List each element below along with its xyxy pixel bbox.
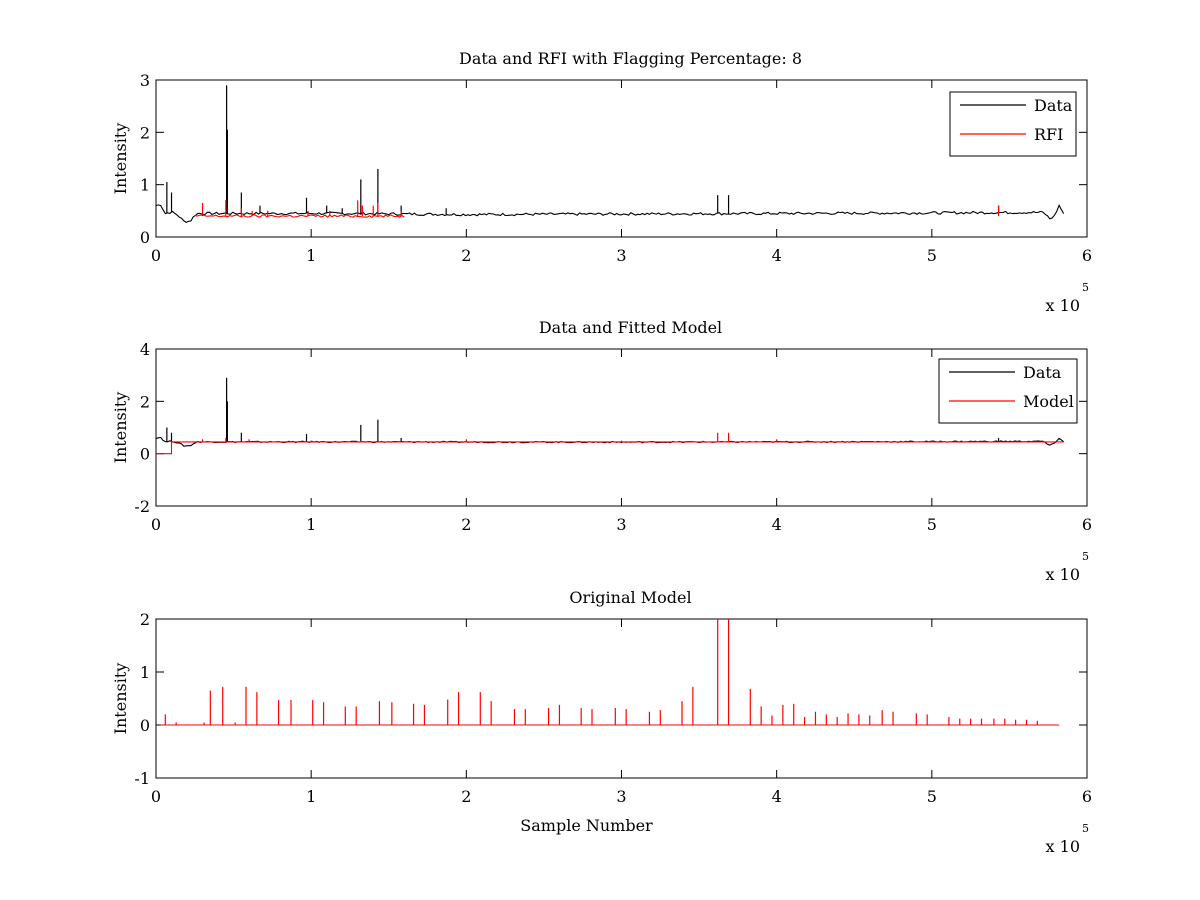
y-tick-label: 1 bbox=[140, 663, 150, 682]
x-tick-label: 2 bbox=[461, 787, 471, 806]
x-tick-label: 4 bbox=[772, 246, 782, 265]
x-tick-label: 5 bbox=[927, 787, 937, 806]
x-tick-label: 3 bbox=[616, 787, 626, 806]
x-tick-label: 1 bbox=[306, 515, 316, 534]
x-tick-label: 3 bbox=[616, 246, 626, 265]
x-tick-label: 0 bbox=[151, 787, 161, 806]
plot-area bbox=[155, 348, 1088, 507]
chart-title: Data and Fitted Model bbox=[539, 318, 722, 337]
x-tick-label: 6 bbox=[1082, 515, 1092, 534]
y-tick-label: 1 bbox=[140, 176, 150, 195]
series-line bbox=[194, 214, 405, 218]
chart-title: Data and RFI with Flagging Percentage: 8 bbox=[459, 49, 802, 68]
y-tick-label: 4 bbox=[140, 340, 150, 359]
x-tick-label: 6 bbox=[1082, 246, 1092, 265]
x-tick-label: 0 bbox=[151, 515, 161, 534]
x-exponent-power: 5 bbox=[1082, 550, 1089, 563]
x-exponent-label: x 10 bbox=[1046, 296, 1080, 315]
plot-area bbox=[155, 79, 1088, 238]
series-rfi bbox=[194, 200, 1000, 218]
y-tick-label: 2 bbox=[140, 123, 150, 142]
legend: Data Model bbox=[938, 358, 1078, 424]
legend-box bbox=[938, 358, 1078, 424]
x-tick-label: 6 bbox=[1082, 787, 1092, 806]
x-tick-label: 5 bbox=[927, 246, 937, 265]
y-tick-label: 2 bbox=[140, 610, 150, 629]
x-exponent-power: 5 bbox=[1082, 281, 1089, 294]
x-tick-label: 1 bbox=[306, 787, 316, 806]
legend-box bbox=[949, 91, 1077, 157]
y-axis-label: Intensity bbox=[111, 392, 130, 464]
x-tick-label: 2 bbox=[461, 515, 471, 534]
series-line bbox=[156, 203, 1065, 224]
chart-title: Original Model bbox=[569, 588, 691, 607]
legend-label: Model bbox=[1023, 392, 1074, 411]
series-1 bbox=[160, 619, 1060, 726]
x-tick-label: 5 bbox=[927, 515, 937, 534]
y-axis-label: Intensity bbox=[111, 663, 130, 735]
plot-area bbox=[155, 618, 1088, 779]
x-tick-label: 3 bbox=[616, 515, 626, 534]
y-axis-label: Intensity bbox=[111, 123, 130, 195]
x-tick-label: 1 bbox=[306, 246, 316, 265]
series-model bbox=[156, 432, 1064, 455]
y-tick-label: 0 bbox=[140, 228, 150, 247]
legend-label: RFI bbox=[1034, 125, 1063, 144]
x-tick-label: 4 bbox=[772, 787, 782, 806]
series-line bbox=[156, 441, 1064, 455]
x-exponent-label: x 10 bbox=[1046, 565, 1080, 584]
legend: Data RFI bbox=[949, 91, 1077, 157]
x-exponent-power: 5 bbox=[1082, 822, 1089, 835]
y-tick-label: 0 bbox=[140, 445, 150, 464]
x-tick-label: 0 bbox=[151, 246, 161, 265]
y-tick-label: -1 bbox=[134, 769, 150, 788]
y-tick-label: -2 bbox=[134, 497, 150, 516]
legend-label: Data bbox=[1034, 96, 1073, 115]
x-exponent-label: x 10 bbox=[1046, 837, 1080, 856]
legend-label: Data bbox=[1023, 363, 1062, 382]
x-tick-label: 2 bbox=[461, 246, 471, 265]
y-tick-label: 3 bbox=[140, 71, 150, 90]
y-tick-label: 2 bbox=[140, 392, 150, 411]
x-axis-label: Sample Number bbox=[520, 816, 653, 835]
x-tick-label: 4 bbox=[772, 515, 782, 534]
y-tick-label: 0 bbox=[140, 716, 150, 735]
